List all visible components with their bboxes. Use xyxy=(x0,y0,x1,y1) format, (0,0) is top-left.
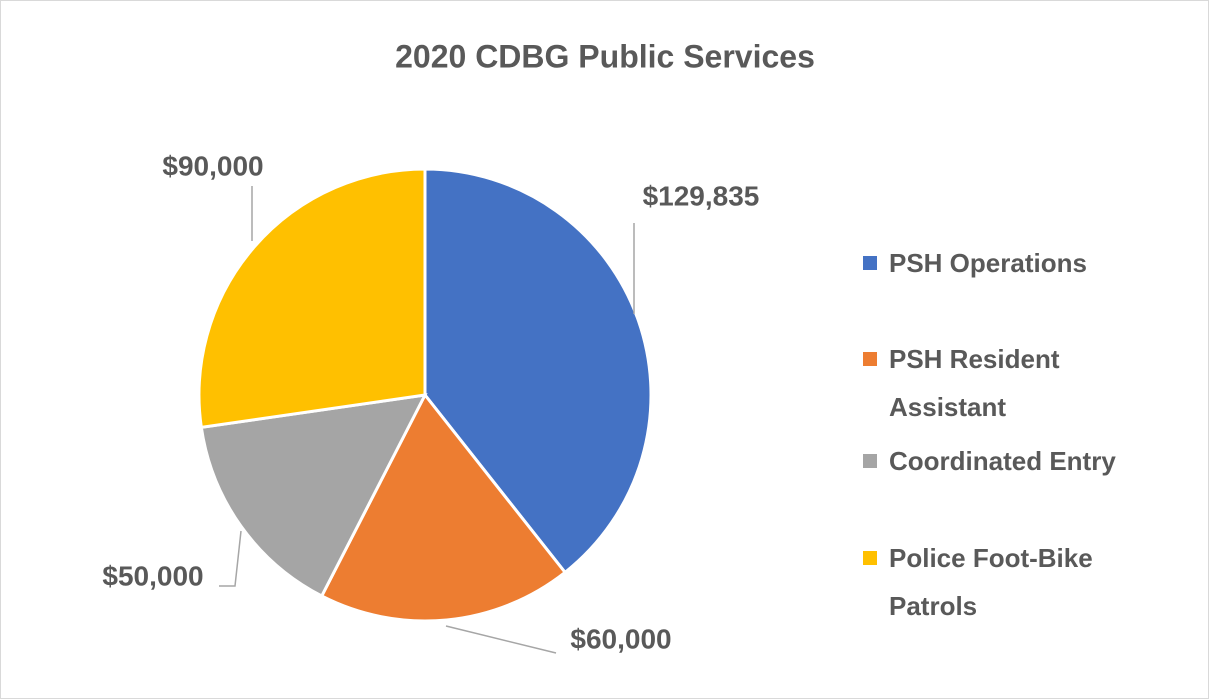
legend-item: PSH Operations xyxy=(863,239,1163,287)
legend-label: Police Foot-Bike Patrols xyxy=(889,543,1093,621)
legend-label: PSH Operations xyxy=(889,248,1087,278)
data-label: $60,000 xyxy=(570,623,671,654)
leader-line xyxy=(445,625,557,654)
chart-title: 2020 CDBG Public Services xyxy=(395,38,815,74)
data-label: $90,000 xyxy=(162,150,263,181)
data-label: $50,000 xyxy=(102,560,203,591)
pie-slice xyxy=(199,393,428,599)
data-label: $129,835 xyxy=(643,180,760,211)
leader-line xyxy=(219,530,242,587)
legend-swatch xyxy=(863,352,877,366)
legend-item: PSH Resident Assistant xyxy=(863,335,1163,431)
legend-item: Coordinated Entry xyxy=(863,437,1163,485)
pie-slice xyxy=(423,167,653,575)
legend-item: Police Foot-Bike Patrols xyxy=(863,534,1163,630)
pie-slice xyxy=(319,392,568,623)
legend-swatch xyxy=(863,256,877,270)
legend-swatch xyxy=(863,551,877,565)
legend-label: Coordinated Entry xyxy=(889,446,1116,476)
pie-slice xyxy=(197,167,427,430)
legend-label: PSH Resident Assistant xyxy=(889,344,1060,422)
legend-swatch xyxy=(863,454,877,468)
